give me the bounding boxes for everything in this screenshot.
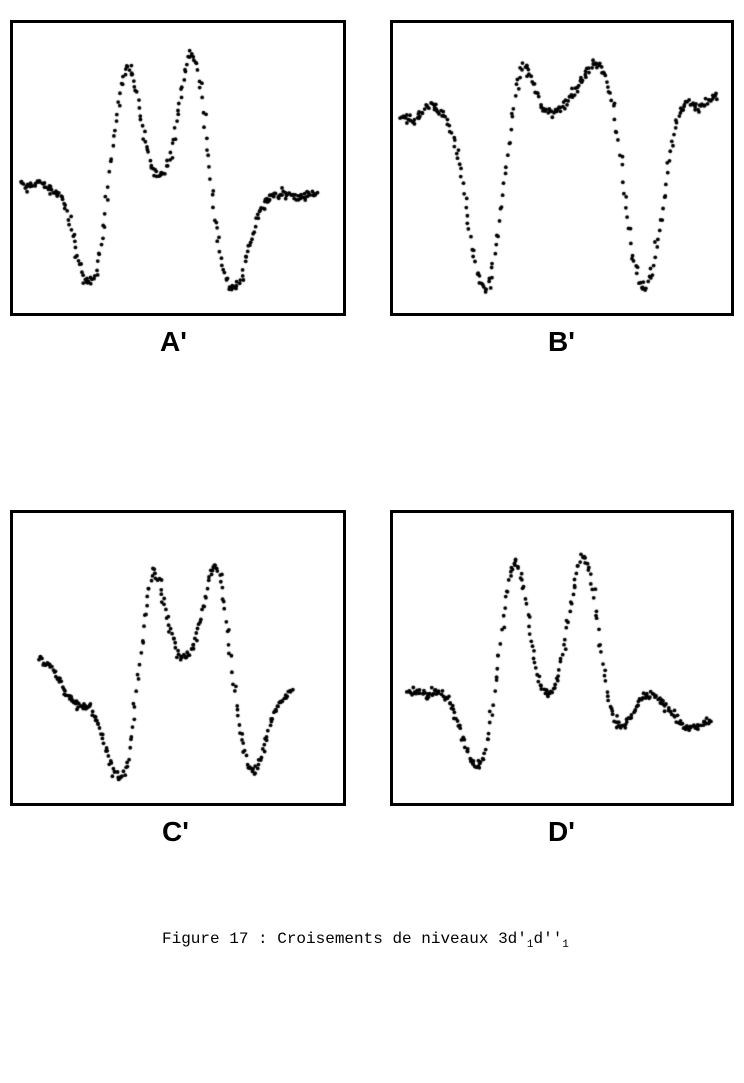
plot-canvas-b (393, 23, 731, 313)
panel-label-b: B' (548, 326, 575, 358)
plot-canvas-a (13, 23, 343, 313)
panel-label-a: A' (160, 326, 187, 358)
panel-c (10, 510, 346, 806)
panel-b (390, 20, 734, 316)
panel-label-d: D' (548, 816, 575, 848)
panel-d (390, 510, 734, 806)
plot-canvas-c (13, 513, 343, 803)
figure-caption: Figure 17 : Croisements de niveaux 3d'1d… (162, 930, 569, 951)
panel-a (10, 20, 346, 316)
plot-canvas-d (393, 513, 731, 803)
panel-label-c: C' (162, 816, 189, 848)
caption-prefix: Figure 17 : Croisements de niveaux (162, 930, 498, 948)
caption-formula: 3d'1d''1 (498, 930, 569, 948)
